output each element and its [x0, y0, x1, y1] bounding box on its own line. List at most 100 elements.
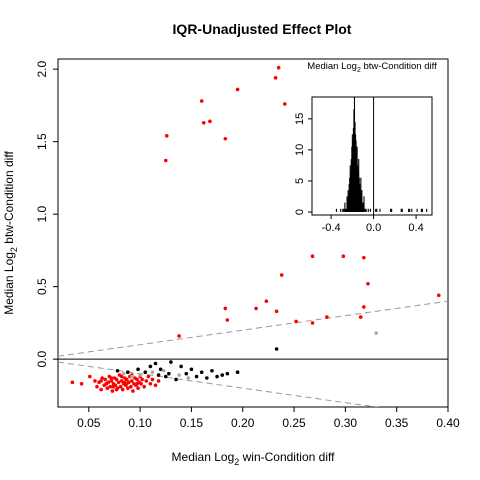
data-point	[139, 382, 143, 386]
data-point	[122, 380, 127, 385]
data-point	[208, 119, 212, 124]
data-point	[114, 387, 119, 392]
data-point	[156, 373, 161, 377]
data-point	[108, 384, 113, 389]
data-point	[220, 373, 225, 377]
data-point	[294, 319, 298, 324]
data-point	[104, 382, 109, 386]
data-point	[273, 76, 278, 80]
data-point	[179, 364, 183, 369]
data-point	[167, 371, 171, 376]
data-point	[136, 386, 140, 390]
data-point	[205, 376, 209, 380]
data-point	[140, 377, 144, 382]
x-tick-label: 0.05	[77, 416, 101, 430]
data-point	[362, 255, 366, 260]
data-point	[436, 293, 441, 298]
data-point	[276, 65, 281, 70]
data-point	[99, 379, 103, 383]
inset-frame	[311, 96, 433, 216]
inset-bars	[335, 97, 428, 215]
data-point	[279, 273, 284, 277]
data-point	[215, 374, 219, 379]
inset-histogram: Median Log2 btw-Condition diff -0.4 0.0 0.…	[294, 61, 443, 248]
data-point	[120, 387, 125, 392]
data-point	[210, 368, 214, 373]
dashed-reference-line	[58, 300, 448, 357]
data-point	[163, 158, 168, 163]
data-point	[366, 281, 370, 286]
y-tick-label: 1.0	[35, 205, 49, 222]
data-point	[177, 373, 181, 377]
y-tick-label: 1.5	[35, 133, 49, 150]
data-point	[105, 386, 110, 390]
x-tick-label: 0.30	[334, 416, 358, 430]
data-point	[254, 306, 258, 311]
x-tick-label: 0.35	[385, 416, 409, 430]
data-point	[174, 377, 178, 382]
data-point	[125, 370, 130, 375]
data-point	[325, 315, 329, 319]
data-point	[163, 374, 168, 379]
y-axis: 0.0 0.5 1.0 1.5 2.0	[35, 60, 58, 367]
inset-x-tick-label: -0.4	[322, 222, 341, 234]
data-point	[184, 371, 189, 376]
data-point	[142, 384, 147, 389]
data-point	[136, 367, 140, 372]
plot-frame	[57, 58, 449, 408]
data-point	[129, 384, 133, 389]
data-point	[130, 379, 134, 383]
dashed-reference-line	[58, 361, 380, 407]
data-point	[223, 306, 228, 311]
data-point	[225, 371, 230, 376]
data-point	[283, 102, 287, 106]
data-point	[148, 382, 153, 386]
data-point	[88, 374, 92, 379]
data-point	[103, 377, 108, 382]
data-point	[201, 121, 206, 125]
data-point	[199, 370, 204, 375]
data-point	[124, 377, 129, 382]
data-point	[131, 389, 135, 393]
data-point	[169, 360, 173, 364]
x-tick-label: 0.40	[436, 416, 460, 430]
data-point	[109, 376, 114, 380]
x-tick-label: 0.10	[128, 416, 152, 430]
y-tick-label: 0.0	[35, 350, 49, 367]
inset-background	[298, 70, 443, 248]
x-axis: 0.05 0.10 0.15 0.20 0.25 0.30 0.35 0.40	[77, 407, 460, 430]
data-point	[130, 374, 134, 379]
data-point	[148, 364, 153, 369]
data-point	[150, 370, 155, 375]
data-point	[177, 334, 181, 338]
data-point	[125, 386, 130, 390]
data-point	[235, 87, 240, 92]
data-point	[374, 331, 378, 335]
data-point	[119, 374, 124, 379]
data-point	[156, 379, 161, 383]
inset-y-tick-label: 5	[294, 178, 306, 184]
data-point	[194, 374, 199, 379]
data-point	[225, 318, 230, 322]
x-tick-label: 0.20	[231, 416, 255, 430]
data-point	[223, 136, 228, 141]
data-point	[109, 379, 114, 383]
data-point	[146, 374, 151, 379]
inset-y-axis: 0 5 10 15	[294, 113, 312, 215]
data-point	[93, 379, 97, 383]
data-point	[161, 368, 166, 373]
data-point	[310, 321, 315, 325]
data-point	[138, 373, 142, 377]
x-axis-label: Median Log2 win-Condition diff	[172, 450, 336, 467]
data-point	[143, 370, 148, 375]
data-point	[70, 380, 75, 385]
data-point	[358, 315, 363, 319]
data-point	[121, 371, 126, 376]
data-point	[111, 384, 116, 389]
x-tick-label: 0.25	[282, 416, 306, 430]
data-point	[144, 379, 149, 383]
data-point	[362, 305, 366, 309]
data-point	[186, 376, 191, 380]
data-point	[310, 254, 315, 258]
